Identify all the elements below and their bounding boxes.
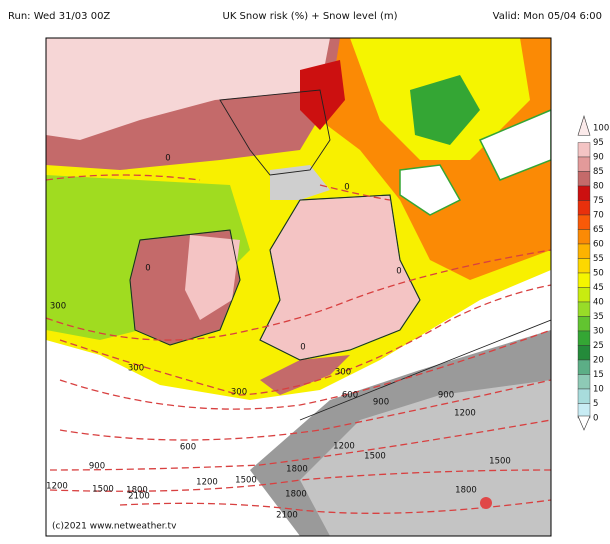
legend-swatch bbox=[577, 388, 591, 404]
legend-label: 100 bbox=[593, 124, 609, 134]
contour bbox=[49, 469, 551, 492]
contour-label: 300 bbox=[50, 302, 66, 312]
legend-label: 50 bbox=[593, 269, 604, 279]
contour-label: 600 bbox=[180, 443, 196, 453]
risk-red bbox=[300, 60, 345, 130]
contour-labels: 000 0030030030030060090090012006009001200… bbox=[46, 154, 511, 521]
legend-label: 45 bbox=[593, 283, 604, 293]
legend-label: 25 bbox=[593, 341, 604, 351]
legend-swatch bbox=[577, 171, 591, 187]
legend-swatch bbox=[577, 214, 591, 230]
legend: 1009590858075706560555045403530252015105… bbox=[577, 114, 609, 431]
clear-patch bbox=[399, 109, 551, 216]
legend-swatch bbox=[577, 359, 591, 375]
contour bbox=[119, 499, 551, 514]
map-frame bbox=[45, 37, 552, 537]
contour-label: 1800 bbox=[285, 490, 307, 500]
legend-label: 20 bbox=[593, 356, 604, 366]
contour-label: 0 bbox=[396, 267, 401, 277]
legend-swatch bbox=[577, 330, 591, 346]
contour-label: 0 bbox=[165, 154, 170, 164]
map-title: UK Snow risk (%) + Snow level (m) bbox=[223, 11, 398, 22]
contour bbox=[59, 284, 551, 396]
legend-label: 55 bbox=[593, 254, 604, 264]
contour-label: 2100 bbox=[128, 492, 150, 502]
run-label: Run: Wed 31/03 00Z bbox=[8, 11, 110, 22]
legend-swatch bbox=[577, 185, 591, 201]
contour bbox=[59, 329, 551, 410]
ireland-high bbox=[185, 235, 240, 320]
contour-label: 300 bbox=[128, 364, 144, 374]
risk-green-north bbox=[410, 75, 480, 145]
legend-swatch bbox=[577, 258, 591, 274]
contour-label: 1500 bbox=[364, 452, 386, 462]
legend-swatch bbox=[577, 374, 591, 390]
contour-label: 0 bbox=[344, 183, 349, 193]
legend-label: 65 bbox=[593, 225, 604, 235]
contour-label: 1200 bbox=[46, 482, 68, 492]
legend-label: 60 bbox=[593, 240, 604, 250]
contour-label: 1800 bbox=[126, 486, 148, 496]
contour bbox=[49, 419, 551, 471]
contour-label: 0 bbox=[300, 343, 305, 353]
legend-swatch bbox=[577, 316, 591, 332]
contour-label: 1500 bbox=[489, 457, 511, 467]
contour-label: 1200 bbox=[196, 478, 218, 488]
contour-label: 1200 bbox=[333, 442, 355, 452]
legend-swatch bbox=[577, 287, 591, 303]
legend-label: 90 bbox=[593, 153, 604, 163]
credit: (c)2021 www.netweather.tv bbox=[52, 522, 177, 532]
legend-label: 35 bbox=[593, 312, 604, 322]
legend-label: 15 bbox=[593, 370, 604, 380]
contour bbox=[46, 249, 551, 341]
contour bbox=[46, 174, 391, 201]
legend-label: 10 bbox=[593, 385, 604, 395]
legend-label: 0 bbox=[593, 414, 598, 424]
valid-label: Valid: Mon 05/04 6:00 bbox=[493, 11, 602, 22]
map: 000 0030030030030060090090012006009001200… bbox=[45, 37, 552, 537]
legend-label: 30 bbox=[593, 327, 604, 337]
contour-label: 0 bbox=[145, 264, 150, 274]
contour-label: 900 bbox=[438, 391, 454, 401]
channel-risk bbox=[260, 355, 350, 395]
legend-label: 80 bbox=[593, 182, 604, 192]
legend-label: 40 bbox=[593, 298, 604, 308]
peak-marker bbox=[480, 497, 492, 509]
legend-swatch bbox=[577, 200, 591, 216]
contour-label: 1500 bbox=[235, 476, 257, 486]
legend-label: 95 bbox=[593, 138, 604, 148]
legend-swatch bbox=[577, 415, 591, 431]
legend-swatch bbox=[577, 272, 591, 288]
land-light bbox=[300, 380, 551, 536]
legend-swatch bbox=[577, 345, 591, 361]
legend-swatch bbox=[577, 301, 591, 317]
risk-pale bbox=[46, 38, 330, 140]
scotland-highland bbox=[270, 165, 330, 200]
contour-label: 1200 bbox=[454, 409, 476, 419]
contour-label: 300 bbox=[335, 368, 351, 378]
contour-label: 900 bbox=[89, 462, 105, 472]
legend-swatch bbox=[577, 142, 591, 158]
legend-swatch bbox=[577, 156, 591, 172]
coastline bbox=[129, 89, 551, 421]
contour-label: 1500 bbox=[92, 485, 114, 495]
legend-label: 70 bbox=[593, 211, 604, 221]
contour-label: 600 bbox=[342, 391, 358, 401]
legend-swatch bbox=[577, 243, 591, 259]
legend-label: 5 bbox=[593, 399, 598, 409]
contour-label: 300 bbox=[231, 388, 247, 398]
contour-label: 1800 bbox=[286, 465, 308, 475]
legend-label: 85 bbox=[593, 167, 604, 177]
contour-label: 2100 bbox=[276, 511, 298, 521]
contour-label: 900 bbox=[373, 398, 389, 408]
legend-swatch bbox=[577, 229, 591, 245]
legend-label: 75 bbox=[593, 196, 604, 206]
contour-label: 1800 bbox=[455, 486, 477, 496]
legend-swatch bbox=[577, 114, 591, 136]
